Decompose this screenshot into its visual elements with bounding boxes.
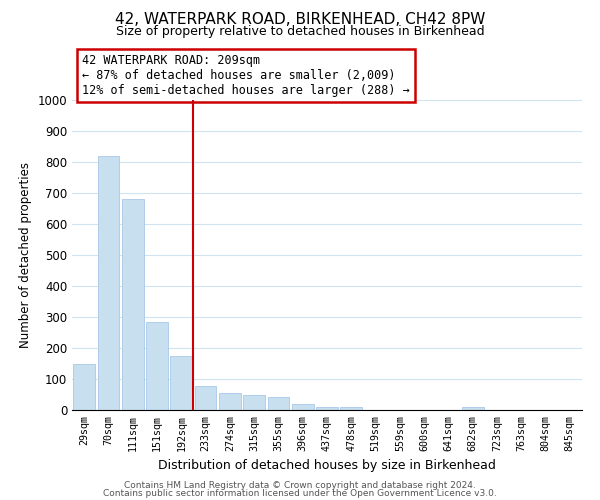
Text: Contains HM Land Registry data © Crown copyright and database right 2024.: Contains HM Land Registry data © Crown c… — [124, 480, 476, 490]
X-axis label: Distribution of detached houses by size in Birkenhead: Distribution of detached houses by size … — [158, 459, 496, 472]
Bar — [194, 386, 217, 410]
Text: Size of property relative to detached houses in Birkenhead: Size of property relative to detached ho… — [116, 25, 484, 38]
Bar — [73, 364, 95, 410]
Bar — [292, 404, 314, 410]
Bar — [243, 394, 265, 410]
Bar — [146, 322, 168, 410]
Bar — [170, 356, 192, 410]
Bar — [316, 407, 338, 410]
Bar — [340, 407, 362, 410]
Bar — [219, 393, 241, 410]
Bar — [97, 156, 119, 410]
Bar — [268, 396, 289, 410]
Text: 42, WATERPARK ROAD, BIRKENHEAD, CH42 8PW: 42, WATERPARK ROAD, BIRKENHEAD, CH42 8PW — [115, 12, 485, 28]
Y-axis label: Number of detached properties: Number of detached properties — [19, 162, 32, 348]
Bar — [122, 199, 143, 410]
Bar — [462, 407, 484, 410]
Text: 42 WATERPARK ROAD: 209sqm
← 87% of detached houses are smaller (2,009)
12% of se: 42 WATERPARK ROAD: 209sqm ← 87% of detac… — [82, 54, 410, 97]
Text: Contains public sector information licensed under the Open Government Licence v3: Contains public sector information licen… — [103, 489, 497, 498]
